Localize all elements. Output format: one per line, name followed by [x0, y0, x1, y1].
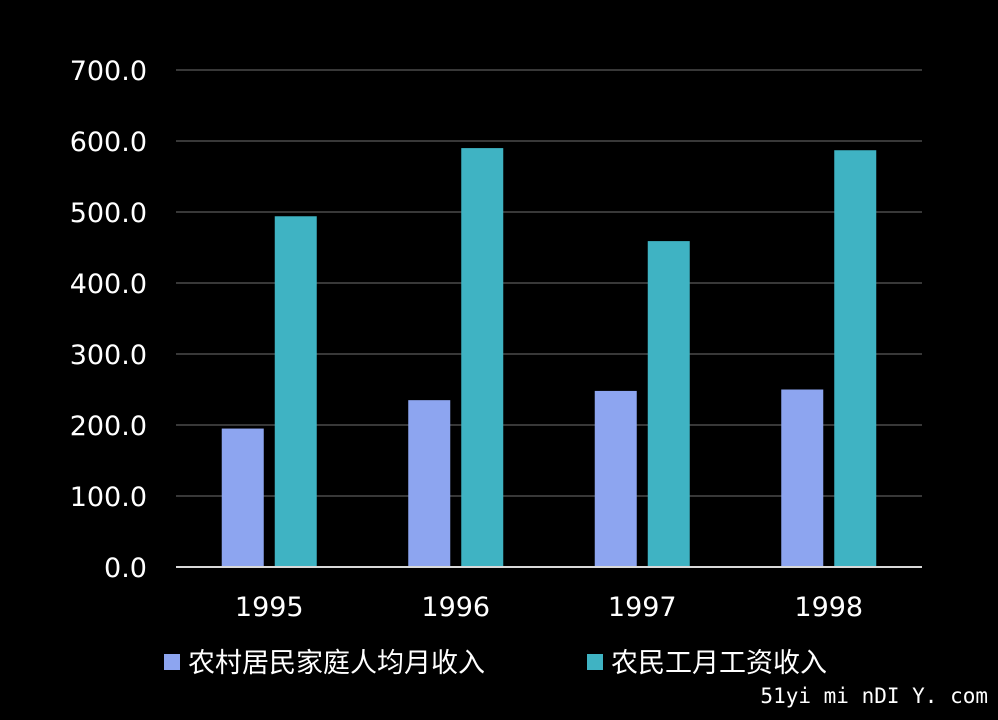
bar-1996-series-1	[408, 400, 451, 567]
legend-label: 农民工月工资收入	[611, 648, 827, 679]
legend-label: 农村居民家庭人均月收入	[188, 648, 485, 679]
legend-swatch	[587, 654, 603, 670]
y-tick-label: 500.0	[70, 198, 147, 229]
watermark-text: 51yi mi nDI Y. com	[756, 682, 992, 710]
y-tick-label: 200.0	[70, 411, 147, 442]
x-tick-label: 1995	[235, 592, 304, 623]
x-tick-label: 1998	[794, 592, 863, 623]
legend: 农村居民家庭人均月收入 农民工月工资收入	[164, 648, 827, 679]
bar-1998-series-2	[834, 150, 877, 568]
bar-1995-series-1	[221, 428, 264, 567]
bar-1995-series-2	[274, 216, 317, 567]
bar-1996-series-2	[461, 148, 504, 567]
y-tick-label: 100.0	[70, 482, 147, 513]
y-axis-tick-labels: 0.0 100.0 200.0 300.0 400.0 500.0 600.0 700.0	[70, 56, 147, 584]
x-axis-tick-labels: 1995 1996 1997 1998	[235, 592, 863, 623]
bars	[221, 148, 877, 568]
x-tick-label: 1997	[608, 592, 677, 623]
bar-1998-series-1	[781, 389, 824, 567]
y-tick-label: 400.0	[70, 269, 147, 300]
y-tick-label: 600.0	[70, 127, 147, 158]
legend-swatch	[164, 654, 180, 670]
bar-1997-series-2	[647, 241, 690, 568]
x-tick-label: 1996	[421, 592, 490, 623]
bar-1997-series-1	[594, 390, 637, 567]
y-tick-label: 700.0	[70, 56, 147, 87]
y-tick-label: 300.0	[70, 340, 147, 371]
y-tick-label: 0.0	[104, 553, 147, 584]
